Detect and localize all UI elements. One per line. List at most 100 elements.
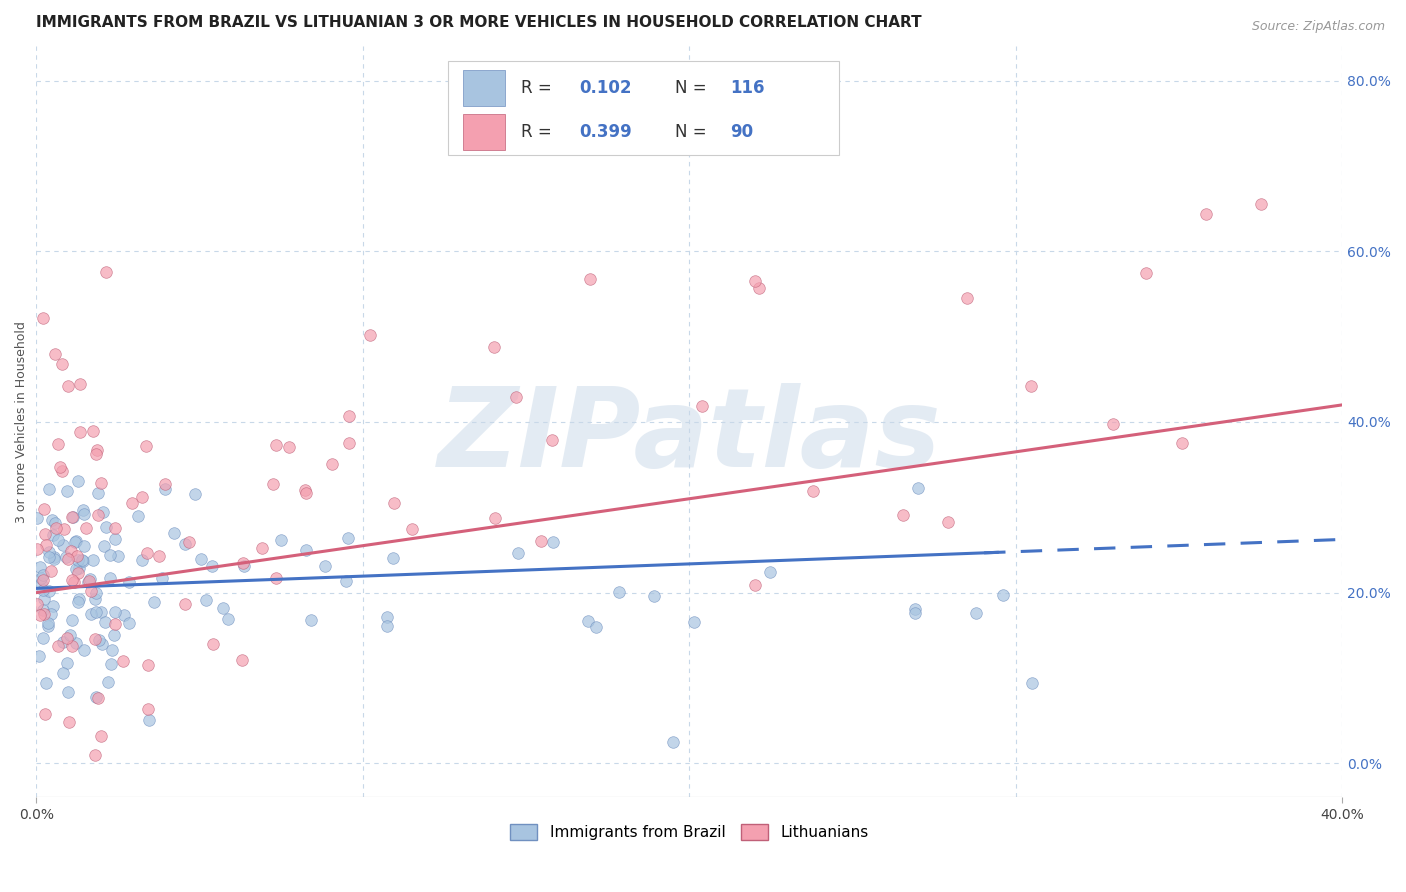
Point [131, 552, 153, 566]
Point [65, 561, 87, 575]
Text: ZIPatlas: ZIPatlas [437, 384, 941, 491]
Point [335, 574, 357, 589]
Point [83, 747, 105, 762]
Point [505, 391, 527, 405]
Point [201, 559, 224, 574]
Point [233, 559, 256, 574]
Point [163, 525, 186, 540]
FancyBboxPatch shape [464, 70, 505, 106]
Point [28, 560, 51, 574]
Point [294, 486, 316, 500]
Point [52, 665, 75, 680]
Point [87, 633, 110, 648]
Point [34, 706, 56, 721]
Point [63, 574, 86, 589]
Point [150, 571, 173, 585]
Point [607, 585, 630, 599]
Y-axis label: 3 or more Vehicles in Household: 3 or more Vehicles in Household [15, 321, 28, 523]
Point [63, 535, 86, 549]
Point [299, 613, 322, 627]
Point [359, 328, 381, 343]
Point [94, 615, 117, 629]
Point [98, 548, 121, 562]
Point [104, 605, 127, 619]
Point [39, 564, 62, 578]
Point [744, 578, 766, 592]
Point [44, 346, 66, 360]
Point [32, 567, 55, 582]
Point [758, 565, 780, 579]
Point [84, 632, 107, 646]
Point [231, 653, 253, 667]
Point [891, 508, 914, 522]
Point [262, 477, 284, 491]
Point [60, 613, 83, 627]
Point [56, 657, 79, 671]
Point [44, 516, 66, 531]
Point [32, 607, 55, 621]
Point [506, 546, 529, 560]
Point [32, 310, 55, 325]
Point [59, 628, 82, 642]
Point [936, 515, 959, 529]
Point [34, 527, 56, 541]
Point [103, 628, 125, 642]
Point [56, 684, 79, 698]
Point [748, 281, 770, 295]
Point [52, 522, 75, 536]
Point [42, 528, 65, 542]
Point [104, 532, 127, 546]
Point [484, 511, 506, 525]
Point [45, 521, 67, 535]
Point [136, 701, 159, 715]
Point [55, 550, 77, 565]
Text: 0.399: 0.399 [579, 123, 633, 141]
Point [25, 542, 48, 557]
Point [382, 551, 405, 566]
Point [69, 377, 91, 392]
Point [46, 436, 69, 450]
Point [155, 477, 177, 491]
Point [1101, 417, 1123, 432]
Point [375, 610, 398, 624]
Point [662, 735, 685, 749]
Point [38, 584, 60, 599]
Point [28, 608, 51, 623]
Point [266, 438, 288, 452]
Point [79, 572, 101, 586]
Point [84, 592, 107, 607]
Point [965, 606, 987, 620]
Point [67, 566, 90, 581]
Point [77, 574, 100, 588]
Point [67, 561, 90, 575]
Point [375, 619, 398, 633]
Point [25, 597, 48, 611]
Point [38, 550, 60, 565]
Point [65, 533, 87, 548]
Point [1195, 207, 1218, 221]
Point [212, 600, 235, 615]
Point [101, 642, 124, 657]
Point [138, 714, 160, 728]
Point [179, 534, 201, 549]
Point [690, 399, 713, 413]
Point [643, 589, 665, 603]
Point [579, 272, 602, 286]
Point [1171, 436, 1194, 450]
Point [295, 542, 318, 557]
Point [682, 615, 704, 630]
Point [956, 291, 979, 305]
Point [90, 476, 112, 491]
Text: N =: N = [675, 78, 711, 96]
Point [89, 729, 111, 743]
Point [56, 552, 79, 566]
Legend: Immigrants from Brazil, Lithuanians: Immigrants from Brazil, Lithuanians [503, 818, 875, 847]
Point [1135, 266, 1157, 280]
Point [42, 549, 65, 564]
Point [744, 274, 766, 288]
Text: 90: 90 [730, 123, 752, 141]
Point [49, 459, 72, 474]
Point [42, 552, 65, 566]
Point [107, 549, 129, 564]
Point [58, 714, 80, 729]
